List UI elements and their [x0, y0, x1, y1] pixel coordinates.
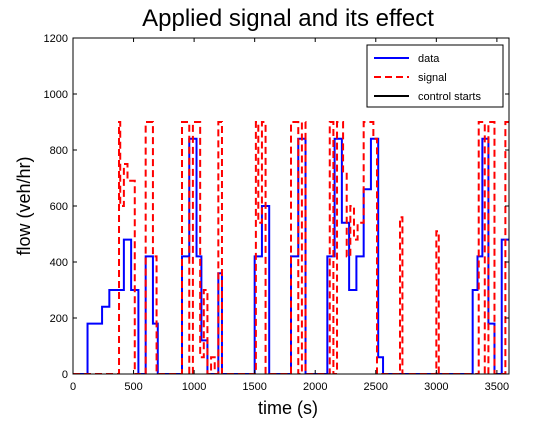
y-axis-label: flow (veh/hr)	[14, 156, 34, 255]
legend-label: control starts	[418, 91, 481, 103]
y-tick-label: 400	[50, 257, 68, 269]
x-tick-label: 2500	[364, 381, 388, 393]
x-axis-label: time (s)	[258, 398, 318, 418]
series-line-signal	[73, 121, 509, 374]
y-tick-label: 0	[62, 369, 68, 381]
chart-title: Applied signal and its effect	[142, 5, 434, 32]
x-tick-label: 1000	[182, 381, 206, 393]
legend: data signal control starts	[366, 44, 504, 108]
y-tick-label: 800	[50, 145, 68, 157]
legend-label: data	[418, 53, 440, 65]
x-tick-label: 0	[70, 381, 76, 393]
y-tick-label: 1200	[44, 33, 68, 45]
legend-label: signal	[418, 72, 447, 84]
series-line-data	[73, 137, 509, 374]
y-tick-label: 200	[50, 313, 68, 325]
x-tick-label: 500	[124, 381, 142, 393]
plot-lines	[73, 121, 509, 374]
x-tick-label: 3000	[424, 381, 448, 393]
axis-ticks: 0 500 1000 1500 2000 2500 3000 3500 0 200 400 600 80…	[44, 33, 510, 393]
y-tick-label: 600	[50, 201, 68, 213]
x-tick-label: 2000	[303, 381, 327, 393]
x-tick-label: 1500	[242, 381, 266, 393]
x-tick-label: 3500	[485, 381, 509, 393]
y-tick-label: 1000	[44, 89, 68, 101]
